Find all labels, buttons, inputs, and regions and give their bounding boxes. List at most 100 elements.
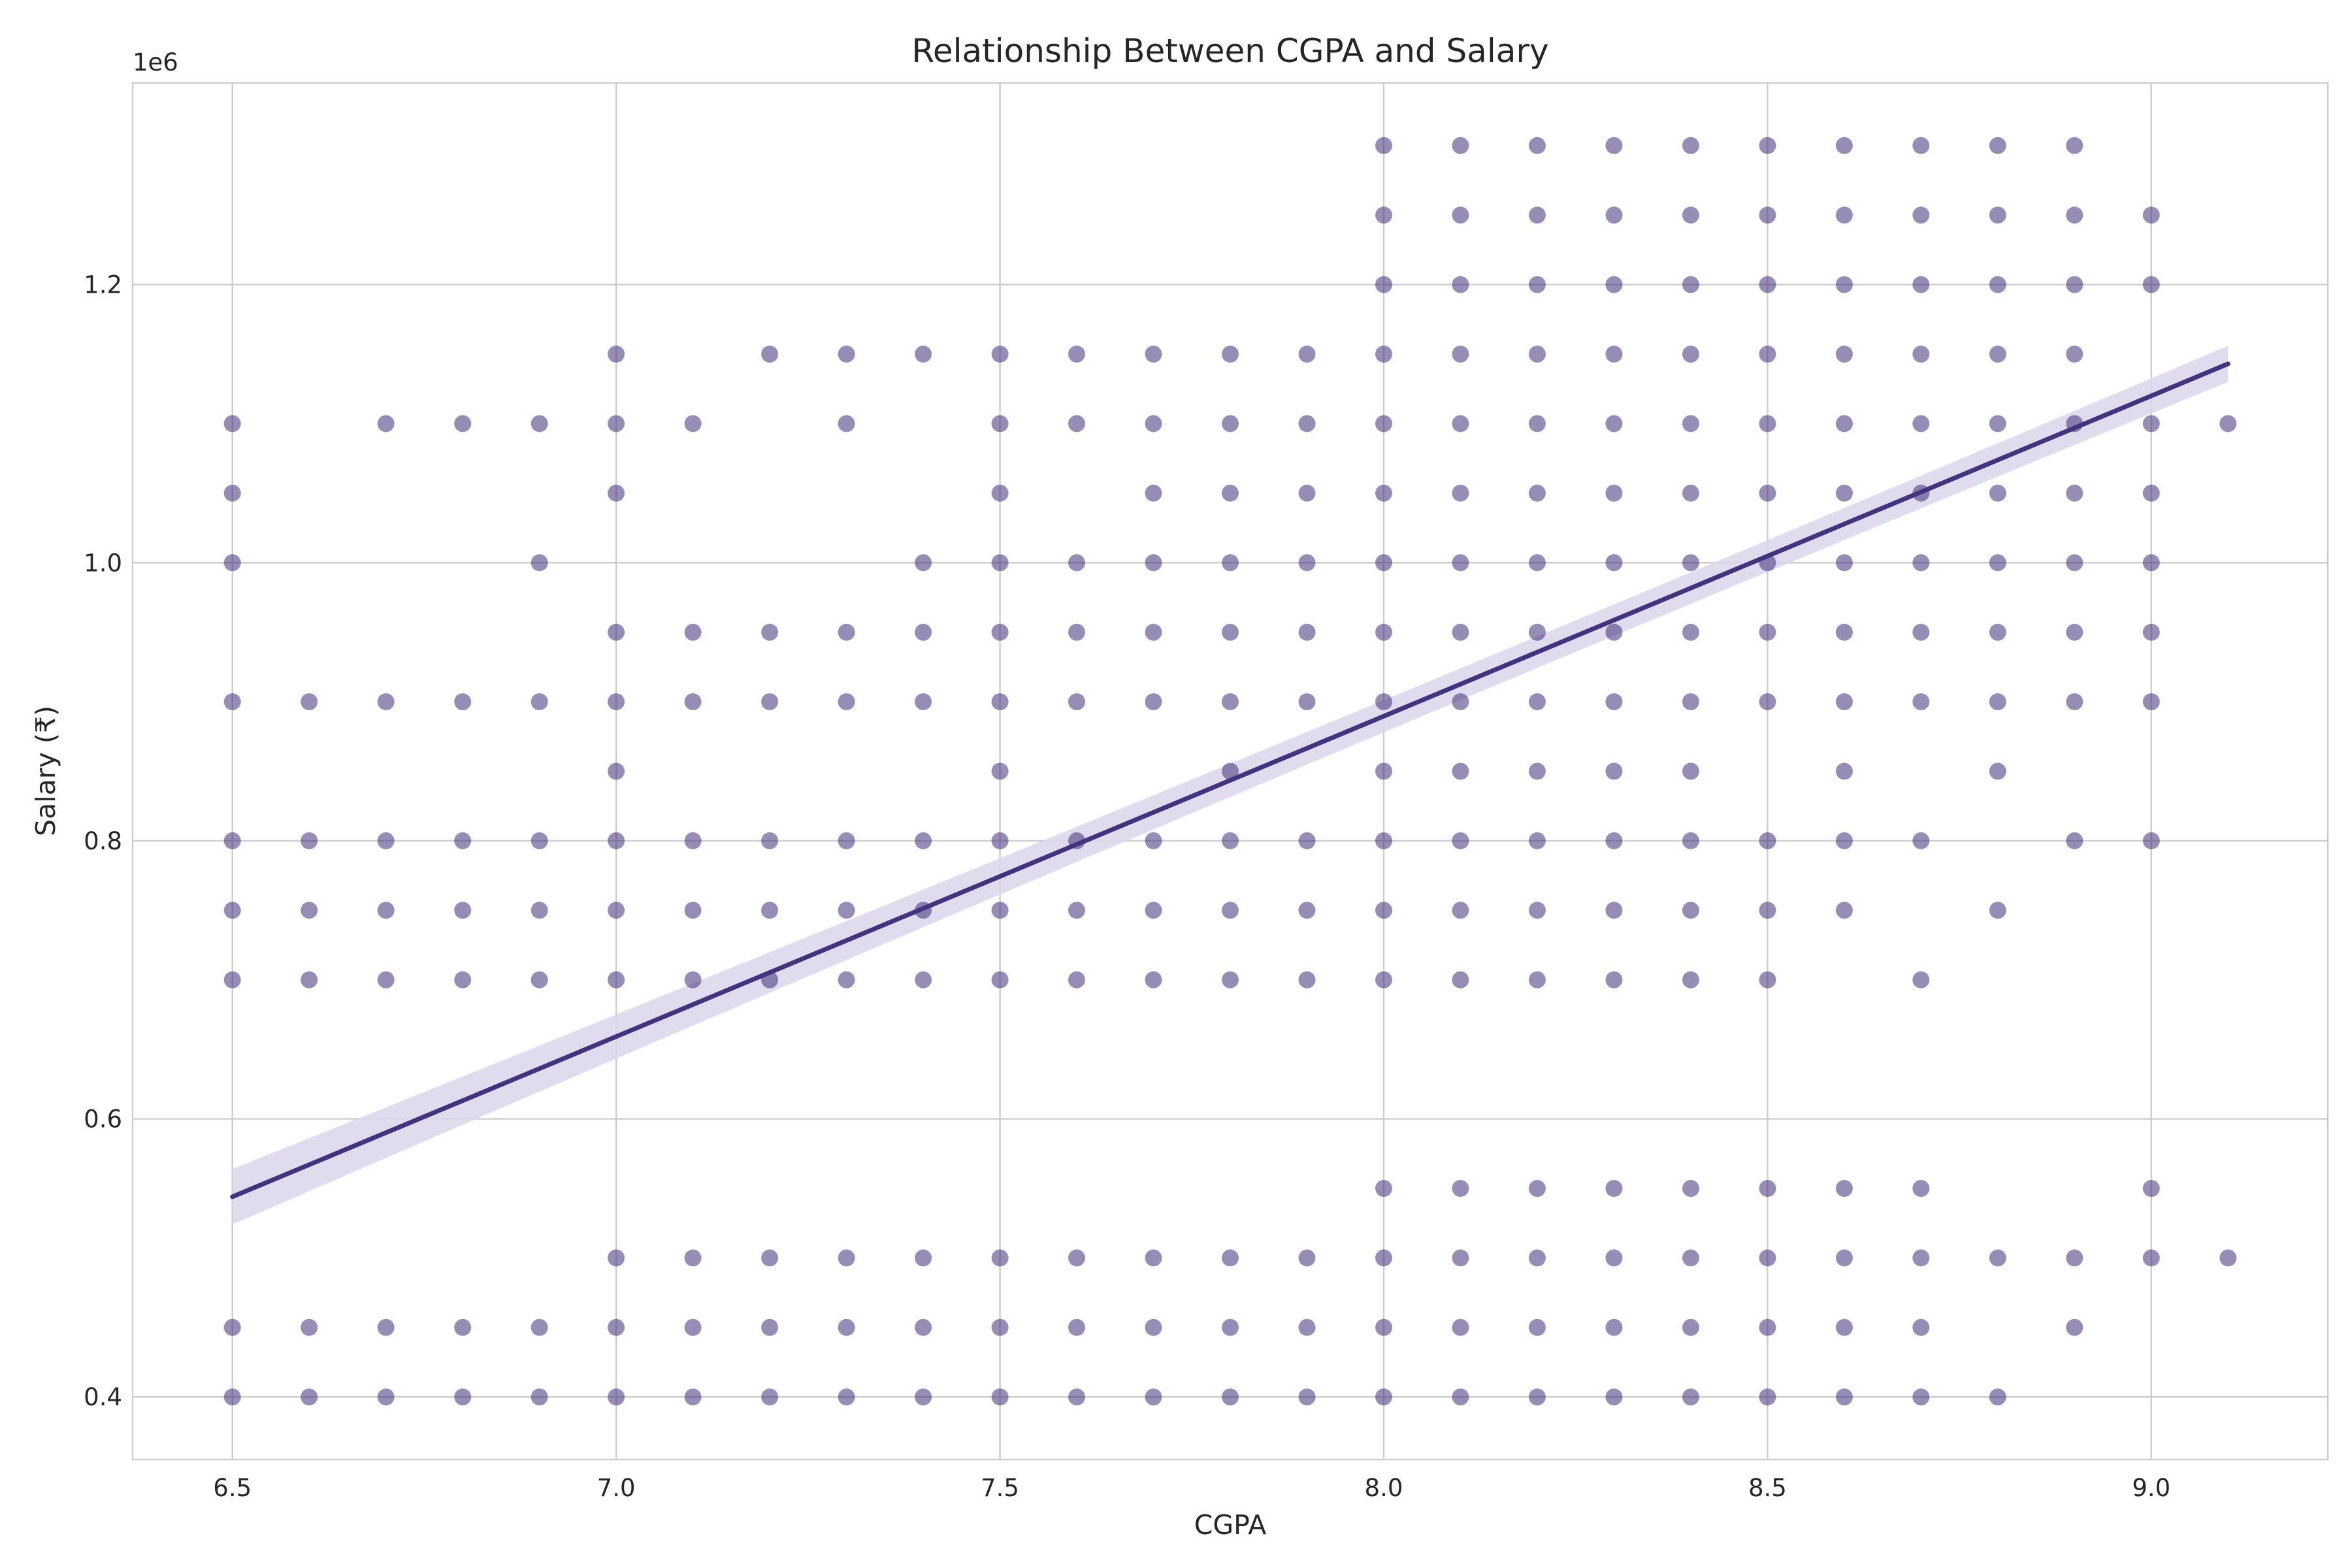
data-point xyxy=(1222,623,1239,641)
data-point xyxy=(1682,762,1699,780)
data-point xyxy=(608,971,625,988)
data-point xyxy=(1298,1318,1316,1336)
data-point xyxy=(915,623,932,641)
data-point xyxy=(223,1318,241,1336)
data-point xyxy=(531,415,548,433)
data-point xyxy=(1375,137,1392,154)
data-point xyxy=(915,554,932,572)
data-point xyxy=(1605,415,1623,433)
data-point xyxy=(1528,762,1546,780)
data-point xyxy=(761,623,779,641)
data-point xyxy=(2219,1249,2237,1267)
data-point xyxy=(1145,1318,1162,1336)
x-tick-label: 8.5 xyxy=(1748,1474,1787,1502)
data-point xyxy=(684,902,702,919)
data-point xyxy=(1605,554,1623,572)
data-point xyxy=(1989,554,2006,572)
data-point xyxy=(1989,346,2006,363)
data-point xyxy=(1528,1318,1546,1336)
data-point xyxy=(838,693,855,711)
data-point xyxy=(2066,206,2083,224)
data-point xyxy=(608,832,625,849)
data-point xyxy=(1375,346,1392,363)
data-point xyxy=(1298,554,1316,572)
data-point xyxy=(223,554,241,572)
data-point xyxy=(1682,554,1699,572)
data-point xyxy=(377,902,395,919)
data-point xyxy=(1682,276,1699,293)
data-point xyxy=(1375,1249,1392,1267)
data-point xyxy=(223,484,241,502)
data-point xyxy=(1298,1388,1316,1406)
data-point xyxy=(1759,1249,1776,1267)
data-point xyxy=(838,832,855,849)
data-point xyxy=(1835,1388,1853,1406)
data-point xyxy=(1682,1318,1699,1336)
data-point xyxy=(531,902,548,919)
data-point xyxy=(1528,346,1546,363)
y-tick-label: 1.0 xyxy=(84,549,122,577)
data-point xyxy=(1912,137,1930,154)
data-point xyxy=(1682,693,1699,711)
data-point xyxy=(1912,623,1930,641)
data-point xyxy=(1989,484,2006,502)
data-point xyxy=(531,693,548,711)
data-point xyxy=(1989,276,2006,293)
data-point xyxy=(1835,832,1853,849)
data-point xyxy=(1989,415,2006,433)
data-point xyxy=(531,971,548,988)
data-point xyxy=(377,693,395,711)
data-point xyxy=(1759,971,1776,988)
data-point xyxy=(1605,484,1623,502)
data-point xyxy=(1452,554,1469,572)
y-tick-label: 1.2 xyxy=(84,271,122,299)
data-point xyxy=(2066,484,2083,502)
data-point xyxy=(608,623,625,641)
data-point xyxy=(223,832,241,849)
data-point xyxy=(1068,1249,1085,1267)
data-point xyxy=(1222,415,1239,433)
data-point xyxy=(1145,1388,1162,1406)
data-point xyxy=(377,971,395,988)
data-point xyxy=(991,902,1009,919)
data-point xyxy=(1145,1249,1162,1267)
data-point xyxy=(1989,902,2006,919)
data-point xyxy=(915,693,932,711)
data-point xyxy=(1068,1318,1085,1336)
data-point xyxy=(223,693,241,711)
x-tick-label: 7.5 xyxy=(981,1474,1019,1502)
data-point xyxy=(1682,902,1699,919)
data-point xyxy=(1068,554,1085,572)
data-point xyxy=(991,762,1009,780)
data-point xyxy=(301,832,318,849)
regression-line xyxy=(230,361,2230,1200)
data-point xyxy=(1605,1249,1623,1267)
data-point xyxy=(1145,415,1162,433)
data-point xyxy=(1452,137,1469,154)
data-point xyxy=(1375,1388,1392,1406)
data-point xyxy=(838,1388,855,1406)
data-point xyxy=(454,902,472,919)
data-point xyxy=(531,554,548,572)
data-point xyxy=(1682,415,1699,433)
data-point xyxy=(991,554,1009,572)
data-point xyxy=(1145,832,1162,849)
data-point xyxy=(1682,346,1699,363)
data-point xyxy=(1528,415,1546,433)
data-point xyxy=(991,693,1009,711)
data-point xyxy=(301,693,318,711)
data-point xyxy=(1759,693,1776,711)
data-point xyxy=(301,1388,318,1406)
data-point xyxy=(838,1318,855,1336)
data-point xyxy=(2142,1180,2160,1197)
data-point xyxy=(1912,1180,1930,1197)
data-point xyxy=(1759,1180,1776,1197)
data-point xyxy=(531,1318,548,1336)
data-point xyxy=(2066,623,2083,641)
data-point xyxy=(2142,832,2160,849)
data-point xyxy=(1452,1249,1469,1267)
data-point xyxy=(1375,762,1392,780)
data-point xyxy=(1452,623,1469,641)
